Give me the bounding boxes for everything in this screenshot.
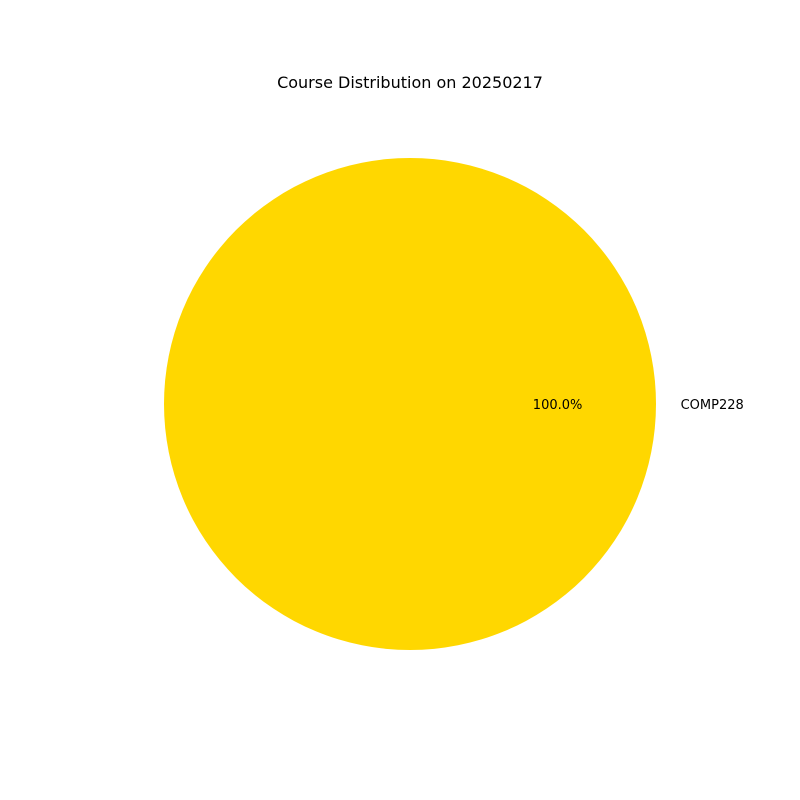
slice-label: COMP228 (681, 398, 744, 413)
chart-title: Course Distribution on 20250217 (277, 73, 543, 92)
pie-slices (164, 158, 656, 650)
pie-slice-comp228 (164, 158, 656, 650)
slice-percent-label: 100.0% (533, 398, 583, 413)
pie-labels: COMP228 100.0% (533, 398, 744, 413)
